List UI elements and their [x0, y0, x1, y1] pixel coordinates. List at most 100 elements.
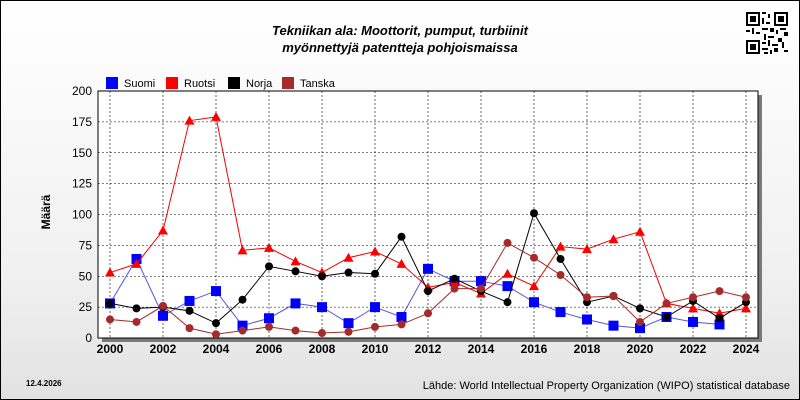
data-point-tanska [450, 284, 459, 293]
data-point-tanska [715, 287, 724, 296]
data-point-ruotsi [555, 241, 566, 251]
data-point-suomi [688, 316, 698, 327]
data-point-tanska [742, 293, 750, 302]
data-point-suomi [555, 307, 566, 318]
data-point-suomi [343, 318, 354, 329]
chart-title-line1: Tekniikan ala: Moottorit, pumput, turbii… [272, 23, 528, 38]
source-note: Lähde: World Intellectual Property Organ… [422, 380, 790, 392]
data-point-norja [265, 262, 273, 271]
x-tick-label: 2002 [150, 342, 177, 356]
data-point-tanska [530, 253, 538, 262]
qr-code-icon [744, 10, 790, 56]
data-point-suomi [423, 263, 433, 274]
data-point-suomi [158, 310, 168, 321]
legend-swatch [282, 77, 294, 89]
data-point-suomi [608, 320, 619, 331]
data-point-tanska [318, 329, 326, 338]
data-point-suomi [582, 314, 592, 325]
x-tick-label: 2010 [362, 342, 389, 356]
data-point-norja [238, 295, 247, 304]
y-tick-label: 175 [72, 115, 92, 129]
data-point-norja [397, 232, 406, 241]
data-point-ruotsi [396, 258, 407, 268]
y-axis-label: Määrä [39, 194, 53, 230]
data-point-tanska [344, 327, 353, 336]
x-tick-label: 2020 [627, 342, 654, 356]
x-tick-label: 2024 [733, 342, 760, 356]
data-point-suomi [370, 302, 380, 313]
data-point-norja [503, 298, 512, 307]
data-point-ruotsi [370, 246, 380, 256]
data-point-suomi [317, 302, 327, 313]
data-point-suomi [476, 276, 486, 287]
x-tick-label: 2004 [203, 342, 230, 356]
data-point-tanska [662, 299, 671, 308]
data-point-norja [318, 272, 326, 281]
legend-label: Norja [246, 78, 273, 90]
data-point-suomi [290, 298, 301, 309]
legend-label: Tanska [300, 78, 335, 90]
data-point-norja [185, 306, 194, 315]
data-point-tanska [609, 292, 618, 301]
data-point-tanska [159, 301, 167, 310]
data-point-suomi [635, 323, 645, 334]
data-point-norja [715, 314, 724, 323]
data-point-ruotsi [237, 245, 248, 255]
data-point-norja [344, 268, 353, 277]
data-point-tanska [132, 317, 141, 326]
data-point-ruotsi [158, 225, 168, 235]
data-point-norja [371, 269, 379, 278]
x-tick-label: 2022 [680, 342, 707, 356]
data-point-ruotsi [105, 267, 115, 277]
data-point-ruotsi [741, 303, 751, 313]
data-point-ruotsi [635, 226, 645, 236]
data-point-suomi [237, 320, 248, 331]
data-point-ruotsi [264, 242, 274, 252]
data-point-tanska [477, 284, 485, 293]
x-tick-label: 2014 [468, 342, 495, 356]
data-point-ruotsi [343, 252, 354, 262]
data-point-tanska [424, 309, 432, 318]
data-point-tanska [106, 315, 114, 324]
data-point-suomi [396, 312, 407, 323]
y-tick-label: 0 [85, 331, 92, 345]
data-point-tanska [185, 324, 194, 333]
x-tick-label: 2016 [521, 342, 548, 356]
y-tick-label: 50 [79, 269, 93, 283]
data-point-norja [530, 209, 538, 218]
data-point-norja [662, 313, 671, 322]
data-point-tanska [636, 317, 644, 326]
data-point-suomi [529, 297, 539, 308]
x-tick-label: 2008 [309, 342, 336, 356]
date-stamp: 12.4.2026 [26, 379, 62, 388]
legend-swatch [228, 77, 240, 89]
data-point-tanska [556, 271, 565, 280]
data-point-tanska [583, 293, 591, 302]
y-tick-label: 25 [79, 300, 93, 314]
y-tick-label: 150 [72, 146, 92, 160]
x-tick-label: 2012 [415, 342, 442, 356]
data-point-ruotsi [582, 244, 592, 254]
data-point-tanska [265, 322, 273, 331]
legend-label: Suomi [124, 78, 156, 90]
data-point-tanska [689, 293, 697, 302]
legend-label: Ruotsi [184, 78, 216, 90]
data-point-norja [212, 319, 220, 328]
data-point-ruotsi [502, 268, 513, 278]
y-tick-label: 75 [79, 238, 93, 252]
data-point-ruotsi [608, 234, 619, 244]
data-point-suomi [264, 313, 274, 324]
data-point-norja [424, 287, 432, 296]
legend-swatch [166, 77, 178, 89]
data-point-norja [291, 267, 300, 276]
y-tick-label: 100 [72, 208, 92, 222]
data-point-ruotsi [529, 281, 539, 291]
data-point-suomi [211, 286, 221, 297]
data-point-norja [106, 299, 114, 308]
data-point-suomi [714, 319, 725, 330]
data-point-suomi [502, 281, 513, 292]
y-tick-label: 200 [72, 84, 92, 98]
data-point-tanska [503, 238, 512, 247]
data-point-tanska [212, 330, 220, 339]
